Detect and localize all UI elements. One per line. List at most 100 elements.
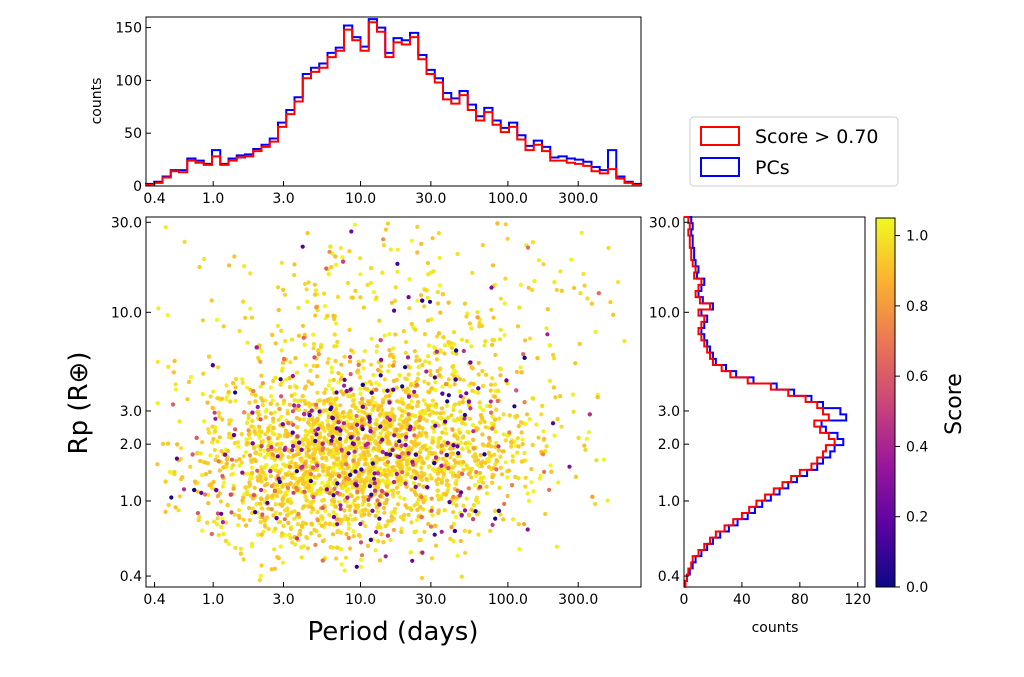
scatter-point <box>355 368 361 373</box>
scatter-point <box>386 439 391 444</box>
scatter-point <box>488 388 493 393</box>
scatter-point <box>344 476 349 481</box>
scatter-point <box>285 498 290 504</box>
scatter-point <box>292 398 297 403</box>
scatter-point <box>289 472 294 477</box>
scatter-point <box>251 389 256 394</box>
scatter-point <box>460 399 465 405</box>
scatter-point <box>258 417 263 422</box>
scatter-point <box>491 315 496 320</box>
scatter-point <box>395 433 400 438</box>
scatter-point <box>348 513 353 518</box>
scatter-point <box>489 410 494 415</box>
scatter-point <box>292 403 297 408</box>
scatter-point <box>479 323 484 329</box>
scatter-point <box>279 348 284 353</box>
scatter-point <box>420 444 425 449</box>
scatter-point <box>226 542 231 547</box>
scatter-point <box>330 532 336 537</box>
scatter-point <box>535 356 540 361</box>
scatter-point <box>427 390 432 395</box>
scatter-point <box>216 532 221 538</box>
scatter-point <box>480 408 485 413</box>
scatter-point <box>454 478 459 483</box>
scatter-point <box>247 506 252 511</box>
scatter-point <box>439 496 444 501</box>
scatter-point <box>213 428 218 434</box>
scatter-point <box>357 256 363 261</box>
scatter-point <box>263 415 268 420</box>
scatter-point <box>178 446 184 451</box>
scatter-point <box>380 457 385 462</box>
scatter-point <box>368 280 373 285</box>
scatter-point <box>398 482 403 487</box>
xtick-label: 3.0 <box>272 191 294 207</box>
scatter-point <box>313 313 318 318</box>
scatter-point <box>455 488 460 493</box>
scatter-point <box>220 396 225 401</box>
scatter-point <box>375 441 380 446</box>
scatter-point <box>259 444 264 449</box>
scatter-point <box>273 341 278 346</box>
scatter-point <box>349 425 354 430</box>
scatter-point <box>477 400 482 405</box>
scatter-point <box>432 461 437 466</box>
scatter-point <box>426 404 431 409</box>
scatter-point <box>354 483 359 488</box>
scatter-point <box>479 461 484 466</box>
scatter-point <box>206 427 211 432</box>
scatter-point <box>397 417 403 422</box>
scatter-point <box>392 359 397 365</box>
scatter-point <box>501 449 506 454</box>
xtick-label: 0 <box>680 592 689 608</box>
scatter-point <box>190 452 195 457</box>
scatter-point <box>452 374 457 379</box>
scatter-point <box>394 442 399 448</box>
scatter-point <box>454 348 459 353</box>
scatter-point <box>247 400 252 405</box>
scatter-point <box>169 495 174 500</box>
scatter-point <box>507 413 512 418</box>
scatter-point <box>503 276 508 281</box>
scatter-point <box>335 339 340 344</box>
scatter-point <box>414 518 419 523</box>
scatter-point <box>327 491 332 496</box>
scatter-point <box>374 422 379 427</box>
scatter-point <box>293 542 298 547</box>
scatter-point <box>441 410 446 415</box>
scatter-point <box>435 482 440 487</box>
scatter-point <box>325 466 331 471</box>
scatter-point <box>338 432 343 437</box>
scatter-point <box>216 365 221 370</box>
scatter-point <box>488 404 493 409</box>
scatter-point <box>442 508 447 513</box>
scatter-point <box>475 458 481 463</box>
scatter-point <box>372 481 377 486</box>
scatter-point <box>237 515 242 520</box>
scatter-point <box>338 547 343 552</box>
scatter-point <box>436 510 441 515</box>
scatter-point <box>330 386 335 392</box>
scatter-point <box>517 305 522 310</box>
scatter-point <box>509 444 514 449</box>
scatter-point <box>462 528 467 533</box>
scatter-point <box>464 391 469 396</box>
scatter-point <box>455 416 460 421</box>
scatter-point <box>507 430 512 435</box>
scatter-point <box>376 539 381 544</box>
scatter-point <box>302 480 307 485</box>
scatter-point <box>486 425 492 430</box>
scatter-point <box>478 420 483 425</box>
scatter-point <box>232 441 237 446</box>
legend-box <box>689 116 899 187</box>
scatter-point <box>320 441 325 446</box>
scatter-point <box>335 294 341 299</box>
scatter-point <box>424 369 429 374</box>
scatter-point <box>287 376 292 381</box>
scatter-point <box>383 523 388 529</box>
scatter-point <box>458 440 463 445</box>
scatter-point <box>295 434 300 439</box>
scatter-point <box>306 504 311 509</box>
scatter-point <box>377 502 382 507</box>
scatter-point <box>516 476 521 481</box>
